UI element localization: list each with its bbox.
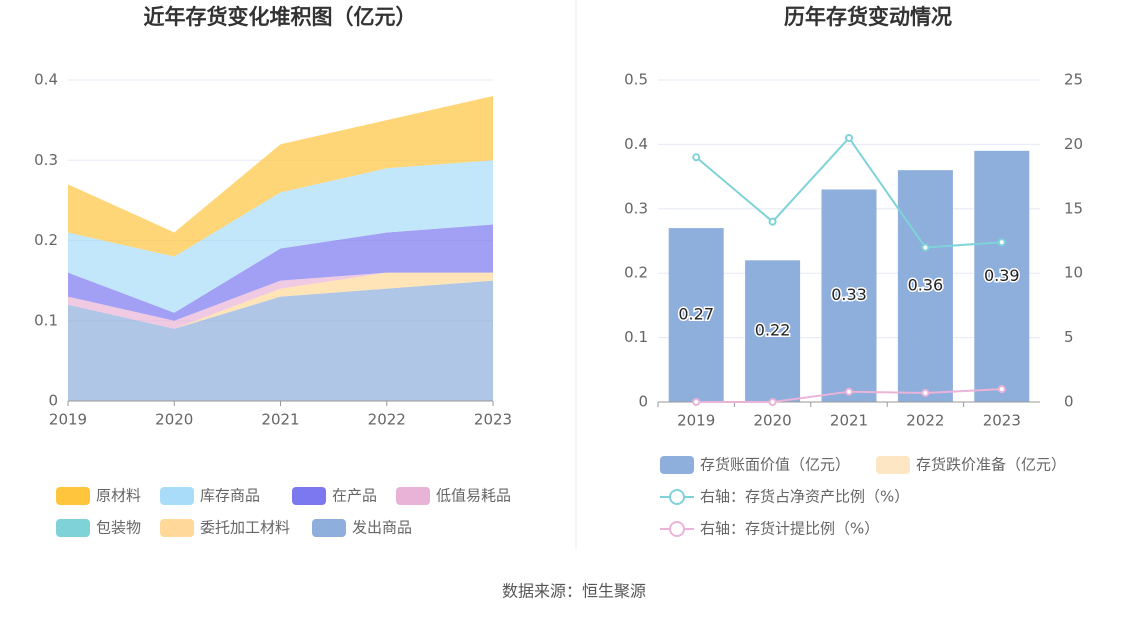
area — [68, 224, 493, 321]
legend-swatch — [876, 456, 910, 474]
legend-swatch — [56, 487, 90, 505]
legend-swatch — [56, 519, 90, 537]
bar — [974, 150, 1030, 402]
line-point — [921, 388, 930, 397]
x-tick-label: 2019 — [677, 412, 715, 430]
y2-tick-label: 0 — [1064, 393, 1074, 411]
legend-marker — [669, 489, 685, 505]
y-tick-label: 0.3 — [34, 151, 58, 169]
legend-label: 存货跌价准备（亿元） — [916, 456, 1066, 474]
bar-value-label: 0.22 — [755, 321, 791, 340]
y-tick-label: 0 — [638, 393, 648, 411]
line-point — [768, 217, 777, 226]
legend-swatch — [396, 487, 430, 505]
line-point — [921, 243, 930, 252]
line-point — [845, 387, 853, 396]
area — [68, 280, 493, 401]
line-point — [845, 133, 853, 142]
line-point — [997, 385, 1006, 394]
y2-tick-label: 10 — [1064, 264, 1083, 282]
y-tick-label: 0.1 — [34, 311, 58, 329]
x-tick-label: 2021 — [830, 412, 868, 430]
line-point — [692, 153, 701, 162]
bar-value-label: 0.33 — [831, 285, 867, 304]
bar — [897, 170, 953, 402]
legend-label: 包装物 — [96, 519, 141, 537]
bar-value-label: 0.36 — [908, 276, 944, 295]
legend-label: 库存商品 — [200, 487, 260, 505]
x-tick-label: 2023 — [983, 412, 1021, 430]
y-tick-label: 0.1 — [624, 328, 648, 346]
legend-label: 右轴：存货占净资产比例（%） — [700, 488, 909, 506]
y2-tick-label: 15 — [1064, 199, 1083, 217]
x-tick-label: 2023 — [474, 411, 512, 429]
y-tick-label: 0.4 — [34, 71, 58, 89]
line-point — [768, 398, 777, 406]
legend-label: 存货账面价值（亿元） — [700, 456, 850, 474]
legend-swatch — [312, 519, 346, 537]
legend-label: 在产品 — [332, 487, 377, 505]
legend-marker — [669, 521, 685, 537]
chart-title: 近年存货变化堆积图（亿元） — [144, 5, 417, 29]
legend-label: 低值易耗品 — [436, 487, 511, 505]
legend-label: 发出商品 — [352, 519, 412, 537]
bar — [668, 228, 724, 402]
bar-value-label: 0.39 — [984, 266, 1020, 285]
legend-swatch — [660, 456, 694, 474]
legend-swatch — [292, 487, 326, 505]
x-tick-label: 2020 — [754, 412, 792, 430]
area — [68, 272, 493, 329]
line-point — [692, 398, 701, 406]
source: 数据来源：恒生聚源 — [502, 582, 646, 601]
x-tick-label: 2021 — [261, 411, 299, 429]
chart-title: 历年存货变动情况 — [784, 5, 952, 29]
legend-label: 委托加工材料 — [200, 519, 290, 537]
legend-label: 右轴：存货计提比例（%） — [700, 520, 879, 538]
line-point — [997, 238, 1006, 247]
legend-swatch — [160, 487, 194, 505]
y-tick-label: 0.2 — [624, 264, 648, 282]
y2-tick-label: 25 — [1064, 71, 1083, 89]
legend-label: 原材料 — [96, 487, 141, 505]
x-tick-label: 2022 — [906, 412, 944, 430]
y-tick-label: 0.4 — [624, 135, 648, 153]
area — [68, 160, 493, 313]
x-tick-label: 2022 — [368, 411, 406, 429]
y-tick-label: 0.3 — [624, 199, 648, 217]
bar — [745, 260, 801, 402]
legend-swatch — [160, 519, 194, 537]
x-tick-label: 2019 — [49, 411, 87, 429]
y2-tick-label: 5 — [1064, 328, 1074, 346]
area — [68, 96, 493, 257]
x-tick-label: 2020 — [155, 411, 193, 429]
y-tick-label: 0.2 — [34, 231, 58, 249]
y2-tick-label: 20 — [1064, 135, 1083, 153]
bar — [821, 189, 877, 402]
bar-value-label: 0.27 — [678, 305, 714, 324]
y-tick-label: 0 — [48, 392, 58, 410]
y-tick-label: 0.5 — [624, 71, 648, 89]
area — [68, 272, 493, 329]
